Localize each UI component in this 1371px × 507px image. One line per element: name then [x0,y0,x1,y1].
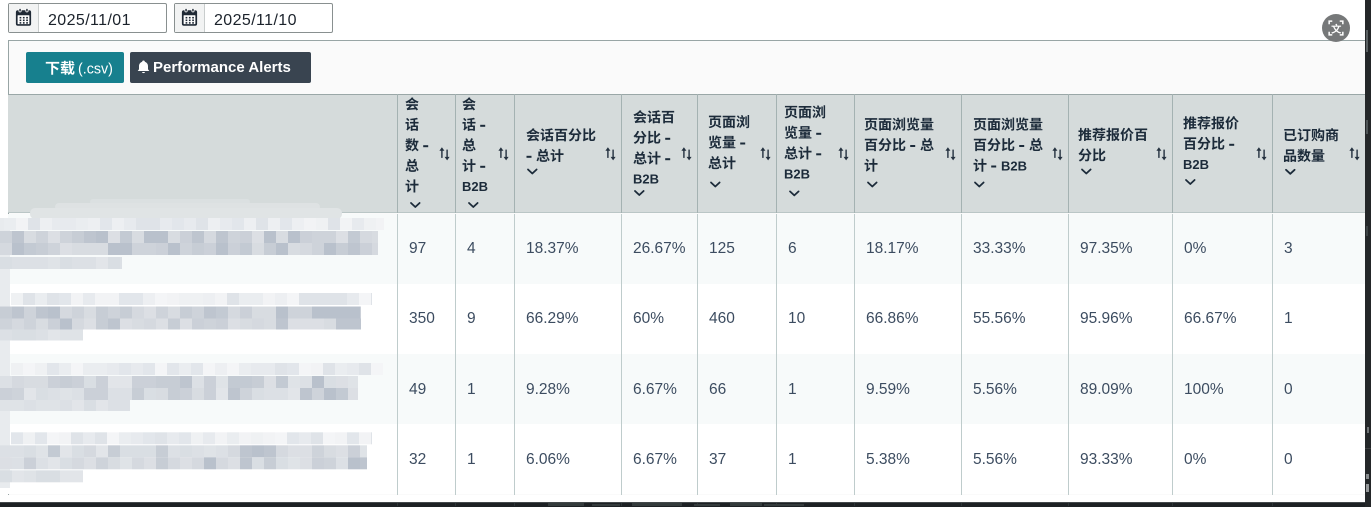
svg-text:B2B: B2B [1183,157,1209,172]
svg-text:B2B: B2B [462,179,488,194]
svg-text:(.csv): (.csv) [78,62,113,78]
svg-text:B2B: B2B [784,167,810,182]
svg-text:B2B: B2B [633,172,659,187]
svg-text:B2B: B2B [1001,159,1027,174]
